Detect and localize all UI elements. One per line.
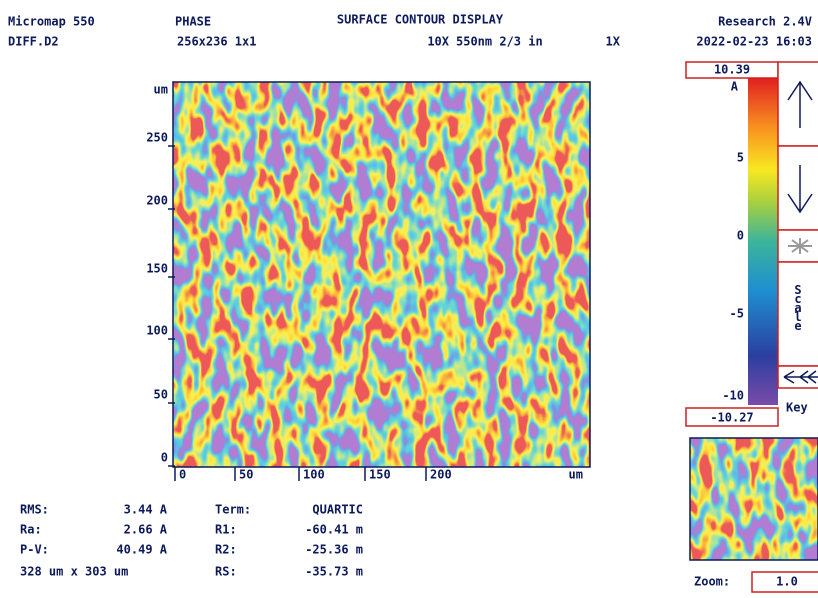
y-tick-label: 50	[154, 388, 168, 402]
stat-label: Ra:	[20, 523, 42, 537]
stat-label: R2:	[215, 543, 237, 557]
datetime: 2022-02-23 16:03	[696, 35, 812, 49]
min-box	[685, 407, 779, 427]
stat-label: P-V:	[20, 543, 49, 557]
stat-value: -60.41 m	[305, 523, 363, 537]
stat-value: 3.44 A	[124, 503, 168, 517]
back-icon	[783, 370, 818, 384]
image-size: 256x236 1x1	[177, 35, 256, 49]
scale-down-button[interactable]	[777, 145, 818, 231]
color-bar	[748, 78, 778, 405]
stat-value: -35.73 m	[305, 565, 363, 579]
scale-tick-label: 0	[737, 229, 744, 243]
y-tick-label: 0	[161, 451, 168, 465]
up-arrow	[787, 80, 813, 128]
y-tick-label: 200	[146, 194, 168, 208]
stat-value: -25.36 m	[305, 543, 363, 557]
zoom-value: 1.0	[776, 575, 798, 589]
scale-min: -10.27	[710, 411, 753, 425]
mode: PHASE	[175, 15, 211, 29]
version: Research 2.4V	[718, 15, 812, 29]
stat-label: R1:	[215, 523, 237, 537]
zoom-box[interactable]	[751, 571, 818, 593]
stat-value: 2.66 A	[124, 523, 168, 537]
stat-label: RMS:	[20, 503, 49, 517]
product: Micromap 550	[8, 15, 95, 29]
preview-map	[690, 438, 818, 560]
x-tick-label: 100	[303, 468, 325, 482]
stat-label: Term:	[215, 503, 251, 517]
y-tick-label: 250	[146, 131, 168, 145]
contour-map	[173, 82, 590, 467]
zoom-label: Zoom:	[694, 575, 730, 589]
scale-tick-label: 5	[737, 151, 744, 165]
x-tick-label: 150	[369, 468, 391, 482]
scale-max: 10.39	[714, 63, 750, 77]
x-unit: um	[569, 468, 583, 482]
preview-frame	[689, 437, 818, 561]
y-unit: um	[154, 83, 168, 97]
stat-value: 40.49 A	[116, 543, 167, 557]
objective: 10X	[427, 35, 449, 49]
scale-up-button[interactable]	[777, 61, 818, 147]
scale-button[interactable]	[777, 261, 818, 367]
dimensions: 328 um x 303 um	[20, 565, 128, 579]
zoom-factor: 1X	[606, 35, 621, 49]
center-icon	[788, 238, 812, 254]
scale-tick-label: -5	[730, 307, 744, 321]
stat-value: QUARTIC	[312, 503, 363, 517]
y-tick-label: 100	[146, 324, 168, 338]
x-tick-label: 50	[239, 468, 253, 482]
title: SURFACE CONTOUR DISPLAY	[337, 13, 504, 27]
x-tick-label: 0	[179, 468, 186, 482]
x-tick-label: 200	[430, 468, 452, 482]
map-frame	[172, 81, 591, 468]
down-arrow	[787, 165, 813, 214]
scale-tick-label: -10	[722, 389, 744, 403]
file-name: DIFF.D2	[8, 35, 59, 49]
y-tick-label: 150	[146, 262, 168, 276]
scale-unit: A	[731, 80, 739, 94]
stat-label: RS:	[215, 565, 237, 579]
wavelength: 550nm 2/3 in	[456, 35, 543, 49]
key-label: Key	[786, 401, 808, 415]
